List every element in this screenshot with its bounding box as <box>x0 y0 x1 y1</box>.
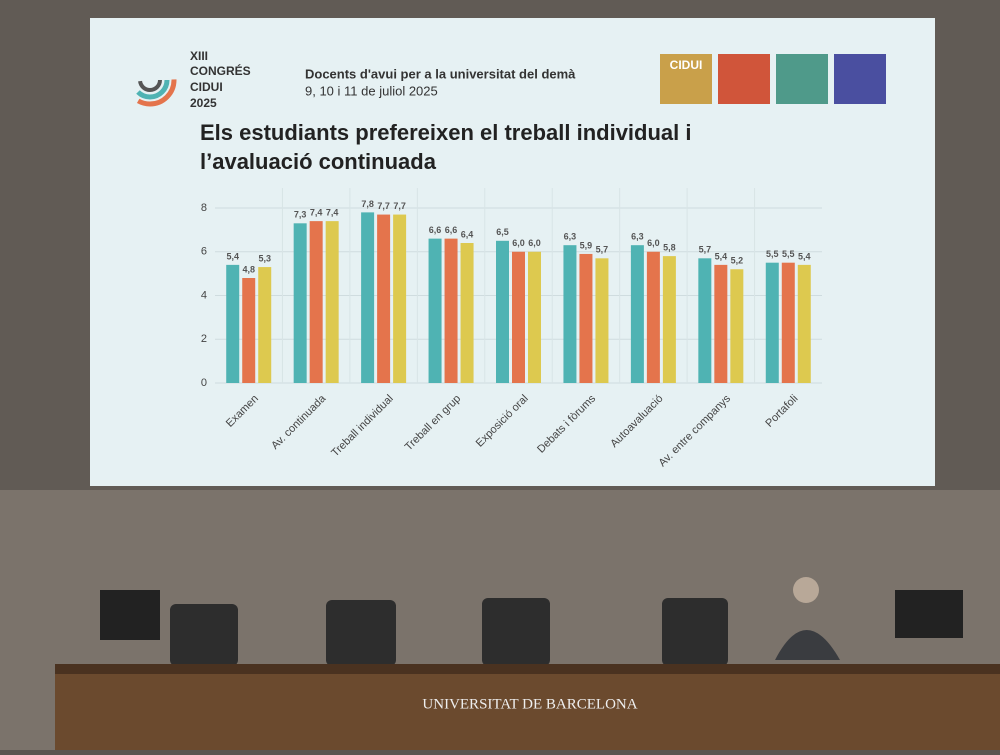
bar <box>377 214 391 383</box>
bar <box>361 212 375 383</box>
congress-line: CONGRÉS <box>190 63 251 78</box>
value-label: 6,0 <box>512 238 525 248</box>
logo-box <box>776 54 828 104</box>
bar <box>730 269 744 383</box>
value-label: 7,7 <box>393 201 406 211</box>
logo-box <box>834 54 886 104</box>
y-tick-label: 6 <box>201 246 207 258</box>
value-label: 5,4 <box>715 251 728 261</box>
y-tick-label: 8 <box>201 202 207 214</box>
bar <box>579 253 593 383</box>
bar <box>630 245 644 383</box>
value-label: 6,3 <box>564 232 577 242</box>
value-label: 6,6 <box>445 225 458 235</box>
value-label: 5,5 <box>766 249 779 259</box>
bar <box>528 251 541 383</box>
bar <box>309 221 323 383</box>
value-label: 7,7 <box>377 201 390 211</box>
bar <box>428 238 442 383</box>
value-label: 5,7 <box>699 245 712 255</box>
bar <box>496 240 509 383</box>
bar <box>765 262 779 383</box>
y-tick-label: 4 <box>201 289 207 301</box>
value-label: 5,8 <box>663 243 676 253</box>
bar <box>662 256 676 383</box>
bar <box>698 258 712 383</box>
y-tick-label: 0 <box>201 377 207 389</box>
congress-logo <box>123 53 177 107</box>
bar <box>512 251 525 383</box>
value-label: 5,5 <box>782 249 795 259</box>
value-label: 7,8 <box>361 199 374 209</box>
bar <box>460 243 474 383</box>
chart-title: Els estudiants prefereixen el treball in… <box>200 120 692 174</box>
value-label: 6,0 <box>528 238 541 248</box>
bar <box>325 221 339 383</box>
y-tick-label: 2 <box>201 333 207 345</box>
dates: 9, 10 i 11 de juliol 2025 <box>305 83 438 98</box>
value-label: 6,0 <box>647 238 660 248</box>
logo-text: CIDUI <box>670 58 703 72</box>
value-label: 5,4 <box>226 251 239 261</box>
bar <box>393 214 407 383</box>
value-label: 4,8 <box>242 264 255 274</box>
logo-box <box>660 54 712 104</box>
congress-line: CIDUI <box>190 80 223 94</box>
congress-line: XIII <box>190 49 208 63</box>
bar <box>242 278 256 383</box>
title-box: Els estudiants prefereixen el treball in… <box>200 120 692 174</box>
bar <box>293 223 307 383</box>
bar <box>714 264 728 383</box>
stage <box>55 577 1000 750</box>
bar <box>646 251 660 383</box>
bar <box>226 264 240 383</box>
value-label: 5,3 <box>258 253 271 263</box>
value-label: 7,4 <box>326 208 339 218</box>
value-label: 6,4 <box>461 229 474 239</box>
value-label: 6,6 <box>429 225 442 235</box>
value-label: 5,9 <box>580 240 593 250</box>
bar <box>595 258 609 383</box>
value-label: 7,4 <box>310 208 323 218</box>
value-label: 6,3 <box>631 232 644 242</box>
value-label: 5,7 <box>596 245 609 255</box>
value-label: 5,2 <box>731 256 744 266</box>
congress-line: 2025 <box>190 96 217 110</box>
motto: Docents d'avui per a la universitat del … <box>305 66 576 81</box>
value-label: 6,5 <box>496 227 509 237</box>
bar <box>797 264 811 383</box>
bar <box>781 262 795 383</box>
bar <box>444 238 458 383</box>
value-label: 7,3 <box>294 210 307 220</box>
bar <box>258 267 272 383</box>
bar <box>563 245 577 383</box>
value-label: 5,4 <box>798 251 811 261</box>
venue: UNIVERSITAT DE BARCELONA <box>422 696 637 712</box>
logo-box <box>718 54 770 104</box>
